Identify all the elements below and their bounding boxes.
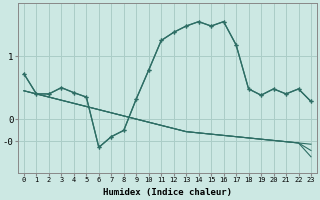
- X-axis label: Humidex (Indice chaleur): Humidex (Indice chaleur): [103, 188, 232, 197]
